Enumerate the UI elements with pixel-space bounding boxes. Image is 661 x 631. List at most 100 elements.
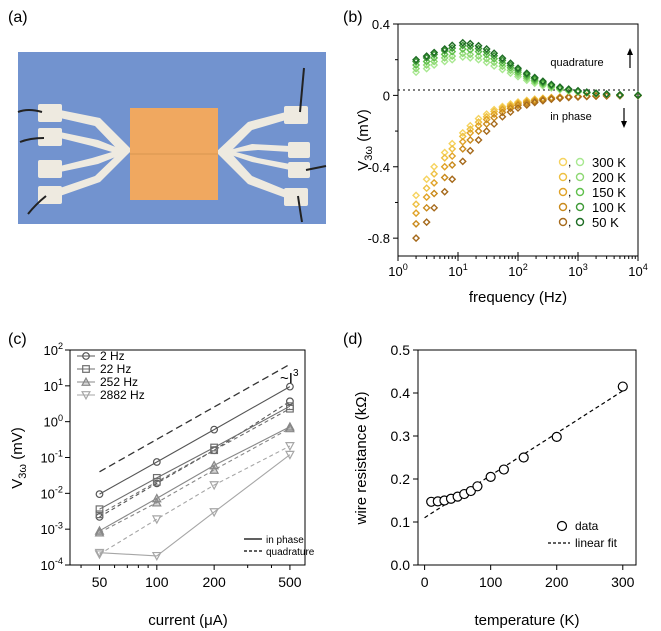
y-tick-label: 0.5 [391,342,411,358]
data-point [95,505,104,514]
data-point [472,481,483,492]
plot-c-marks [94,363,295,562]
data-point [422,61,431,70]
quadrature-line [99,445,291,555]
data-point [458,137,467,146]
data-point [458,44,467,53]
data-point [422,64,431,73]
y-tick-label: 0.3 [391,428,411,444]
data-point [95,490,104,499]
bond-wire [17,109,43,113]
x-tick-label: 100 [479,574,503,590]
data-point [458,157,467,166]
data-point [430,48,439,57]
data-point [551,431,562,442]
data-point [474,52,483,61]
legend-separator: , [568,200,571,214]
quadrature-arrow-icon [627,48,633,55]
data-point [574,86,582,95]
legend-quadrature-marker [575,187,585,197]
x-tick-label: 50 [92,574,108,590]
plot-b-ylabel: V3ω (mV) [355,109,375,170]
data-point [474,47,483,56]
data-point [530,73,539,82]
plot-d-marks [424,381,628,519]
data-point [482,127,491,136]
data-point [582,88,591,97]
data-point [422,52,431,61]
legend-marker [81,376,91,386]
data-point [490,49,499,58]
quadrature-line [99,408,291,515]
plot-d-xlabel: temperature (K) [474,612,579,629]
y-tick-label: -0.4 [368,160,390,175]
legend-inphase-marker [558,217,568,227]
legend-marker [82,352,90,360]
plot-c-ylabel: V3ω (mV) [9,427,29,488]
x-tick-label: 100 [388,262,408,279]
plot-b-marks [412,38,642,243]
data-point [412,191,421,200]
y-tick-label: 0.4 [372,17,390,32]
x-tick-label: 101 [448,262,468,279]
data-point [286,404,294,413]
bond-wire [27,195,47,215]
x-tick-label: 200 [202,574,226,590]
data-point [210,446,219,455]
fit-legend-label: linear fit [575,536,618,550]
inphase-arrow-icon [621,121,627,128]
legend-separator: , [568,215,571,229]
data-point [474,136,483,144]
quadrature-line [99,427,291,534]
x-tick-label: 300 [611,574,635,590]
contact-pad [284,106,308,124]
data-point [285,423,295,433]
plot-d-xticks: 0 100 200 300 [421,565,635,590]
legend-inphase-marker [558,187,568,197]
data-point [466,50,475,59]
data-point [430,53,439,62]
legend-separator: , [568,155,571,169]
data-point [440,153,449,162]
data-point [210,425,219,434]
data-legend-label: data [575,519,599,533]
legend-label: 50 K [592,215,619,230]
data-point [482,44,491,53]
data-point [490,105,499,114]
data-point [448,175,457,184]
data-point [440,53,449,62]
data-point [498,108,507,117]
data-point [490,110,499,119]
data-point [538,77,547,86]
data-point [448,152,457,161]
data-point [151,551,162,562]
data-point [430,178,439,187]
data-point [440,57,449,66]
data-point [482,54,491,63]
data-point [498,65,507,74]
data-point [440,173,449,182]
data-point [482,112,491,121]
data-point [422,218,431,227]
data-point [498,105,507,114]
data-point [514,104,522,113]
data-point [422,203,431,212]
data-point [482,58,491,67]
legend-label: 200 K [592,170,626,185]
right-contacts [216,106,310,206]
data-point [422,175,431,184]
y-tick-label: 100 [43,413,63,430]
data-point [466,128,475,137]
data-point [285,442,295,452]
x-tick-label: 100 [145,574,169,590]
legend-quadrature-marker [575,217,585,227]
data-point [412,209,421,218]
data-point [547,95,556,104]
x-tick-label: 200 [545,574,569,590]
inphase-annotation: in phase [550,111,592,123]
data-point [286,397,294,406]
data-point [422,184,431,193]
data-point [498,103,507,112]
data-point [440,50,449,59]
data-point [430,162,439,171]
